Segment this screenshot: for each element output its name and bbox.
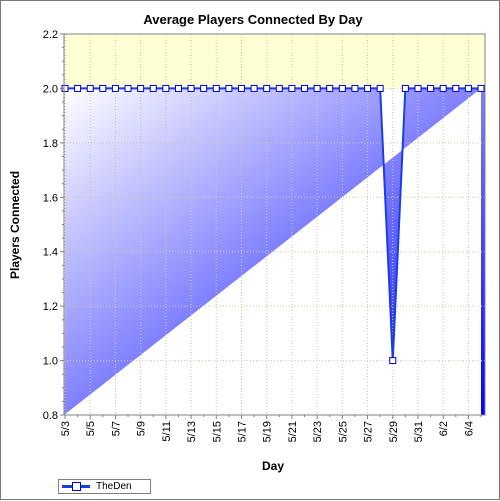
y-tick-label: 2.0 bbox=[43, 83, 58, 95]
legend-swatch bbox=[62, 482, 90, 491]
x-tick-label: 5/21 bbox=[287, 421, 299, 442]
y-tick-label: 2.2 bbox=[43, 29, 58, 41]
data-point-6/2 bbox=[439, 84, 447, 92]
data-point-5/7 bbox=[111, 84, 119, 92]
x-tick-label: 5/25 bbox=[337, 421, 349, 442]
x-tick-label: 5/3 bbox=[60, 421, 72, 436]
x-tick-label: 5/23 bbox=[312, 421, 324, 442]
data-point-5/25 bbox=[338, 84, 346, 92]
data-point-5/12 bbox=[174, 84, 182, 92]
y-axis-label: Players Connected bbox=[8, 171, 22, 279]
data-point-5/21 bbox=[288, 84, 296, 92]
data-point-6/3 bbox=[452, 84, 460, 92]
x-tick-label: 5/17 bbox=[236, 421, 248, 442]
x-tick-label: 6/4 bbox=[463, 421, 475, 436]
data-point-5/4 bbox=[74, 84, 82, 92]
x-axis-label: Day bbox=[262, 459, 284, 473]
y-tick-label: 1.0 bbox=[43, 356, 58, 368]
x-tick-label: 5/15 bbox=[211, 421, 223, 442]
x-tick-label: 5/7 bbox=[110, 421, 122, 436]
data-point-5/26 bbox=[351, 84, 359, 92]
y-tick-label: 1.8 bbox=[43, 138, 58, 150]
x-tick-label: 5/9 bbox=[136, 421, 148, 436]
data-point-5/17 bbox=[237, 84, 245, 92]
data-point-5/19 bbox=[263, 84, 271, 92]
data-point-5/16 bbox=[225, 84, 233, 92]
x-tick-label: 5/29 bbox=[388, 421, 400, 442]
x-tick-label: 5/19 bbox=[262, 421, 274, 442]
data-point-5/30 bbox=[401, 84, 409, 92]
data-point-5/27 bbox=[364, 84, 372, 92]
threshold-band bbox=[64, 34, 485, 89]
data-point-5/11 bbox=[162, 84, 170, 92]
x-tick-label: 6/2 bbox=[438, 421, 450, 436]
data-point-6/4 bbox=[464, 84, 472, 92]
data-point-5/20 bbox=[275, 84, 283, 92]
y-tick-label: 1.4 bbox=[43, 247, 58, 259]
data-point-6/5 bbox=[477, 84, 485, 92]
x-tick-label: 5/13 bbox=[186, 421, 198, 442]
data-point-5/15 bbox=[212, 84, 220, 92]
data-point-6/1 bbox=[427, 84, 435, 92]
chart-title: Average Players Connected By Day bbox=[143, 12, 363, 27]
x-tick-label: 5/11 bbox=[161, 421, 173, 442]
legend-label: TheDen bbox=[96, 481, 132, 492]
data-point-5/29 bbox=[389, 357, 397, 365]
data-point-5/6 bbox=[99, 84, 107, 92]
data-point-5/13 bbox=[187, 84, 195, 92]
x-tick-label: 5/5 bbox=[85, 421, 97, 436]
y-tick-label: 1.6 bbox=[43, 192, 58, 204]
data-point-5/22 bbox=[301, 84, 309, 92]
data-point-5/14 bbox=[200, 84, 208, 92]
data-point-5/31 bbox=[414, 84, 422, 92]
x-tick-label: 5/27 bbox=[363, 421, 375, 442]
series-line bbox=[65, 87, 481, 361]
y-tick-label: 0.8 bbox=[43, 410, 58, 422]
data-point-5/9 bbox=[137, 84, 145, 92]
legend: TheDen bbox=[58, 479, 151, 494]
data-point-5/10 bbox=[149, 84, 157, 92]
x-tick-label: 5/31 bbox=[413, 421, 425, 442]
data-point-5/28 bbox=[376, 84, 384, 92]
data-point-5/23 bbox=[313, 84, 321, 92]
y-tick-label: 1.2 bbox=[43, 301, 58, 313]
data-point-5/24 bbox=[326, 84, 334, 92]
data-point-5/8 bbox=[124, 84, 132, 92]
series-area bbox=[64, 88, 485, 415]
data-point-5/5 bbox=[86, 84, 94, 92]
data-point-5/18 bbox=[250, 84, 258, 92]
